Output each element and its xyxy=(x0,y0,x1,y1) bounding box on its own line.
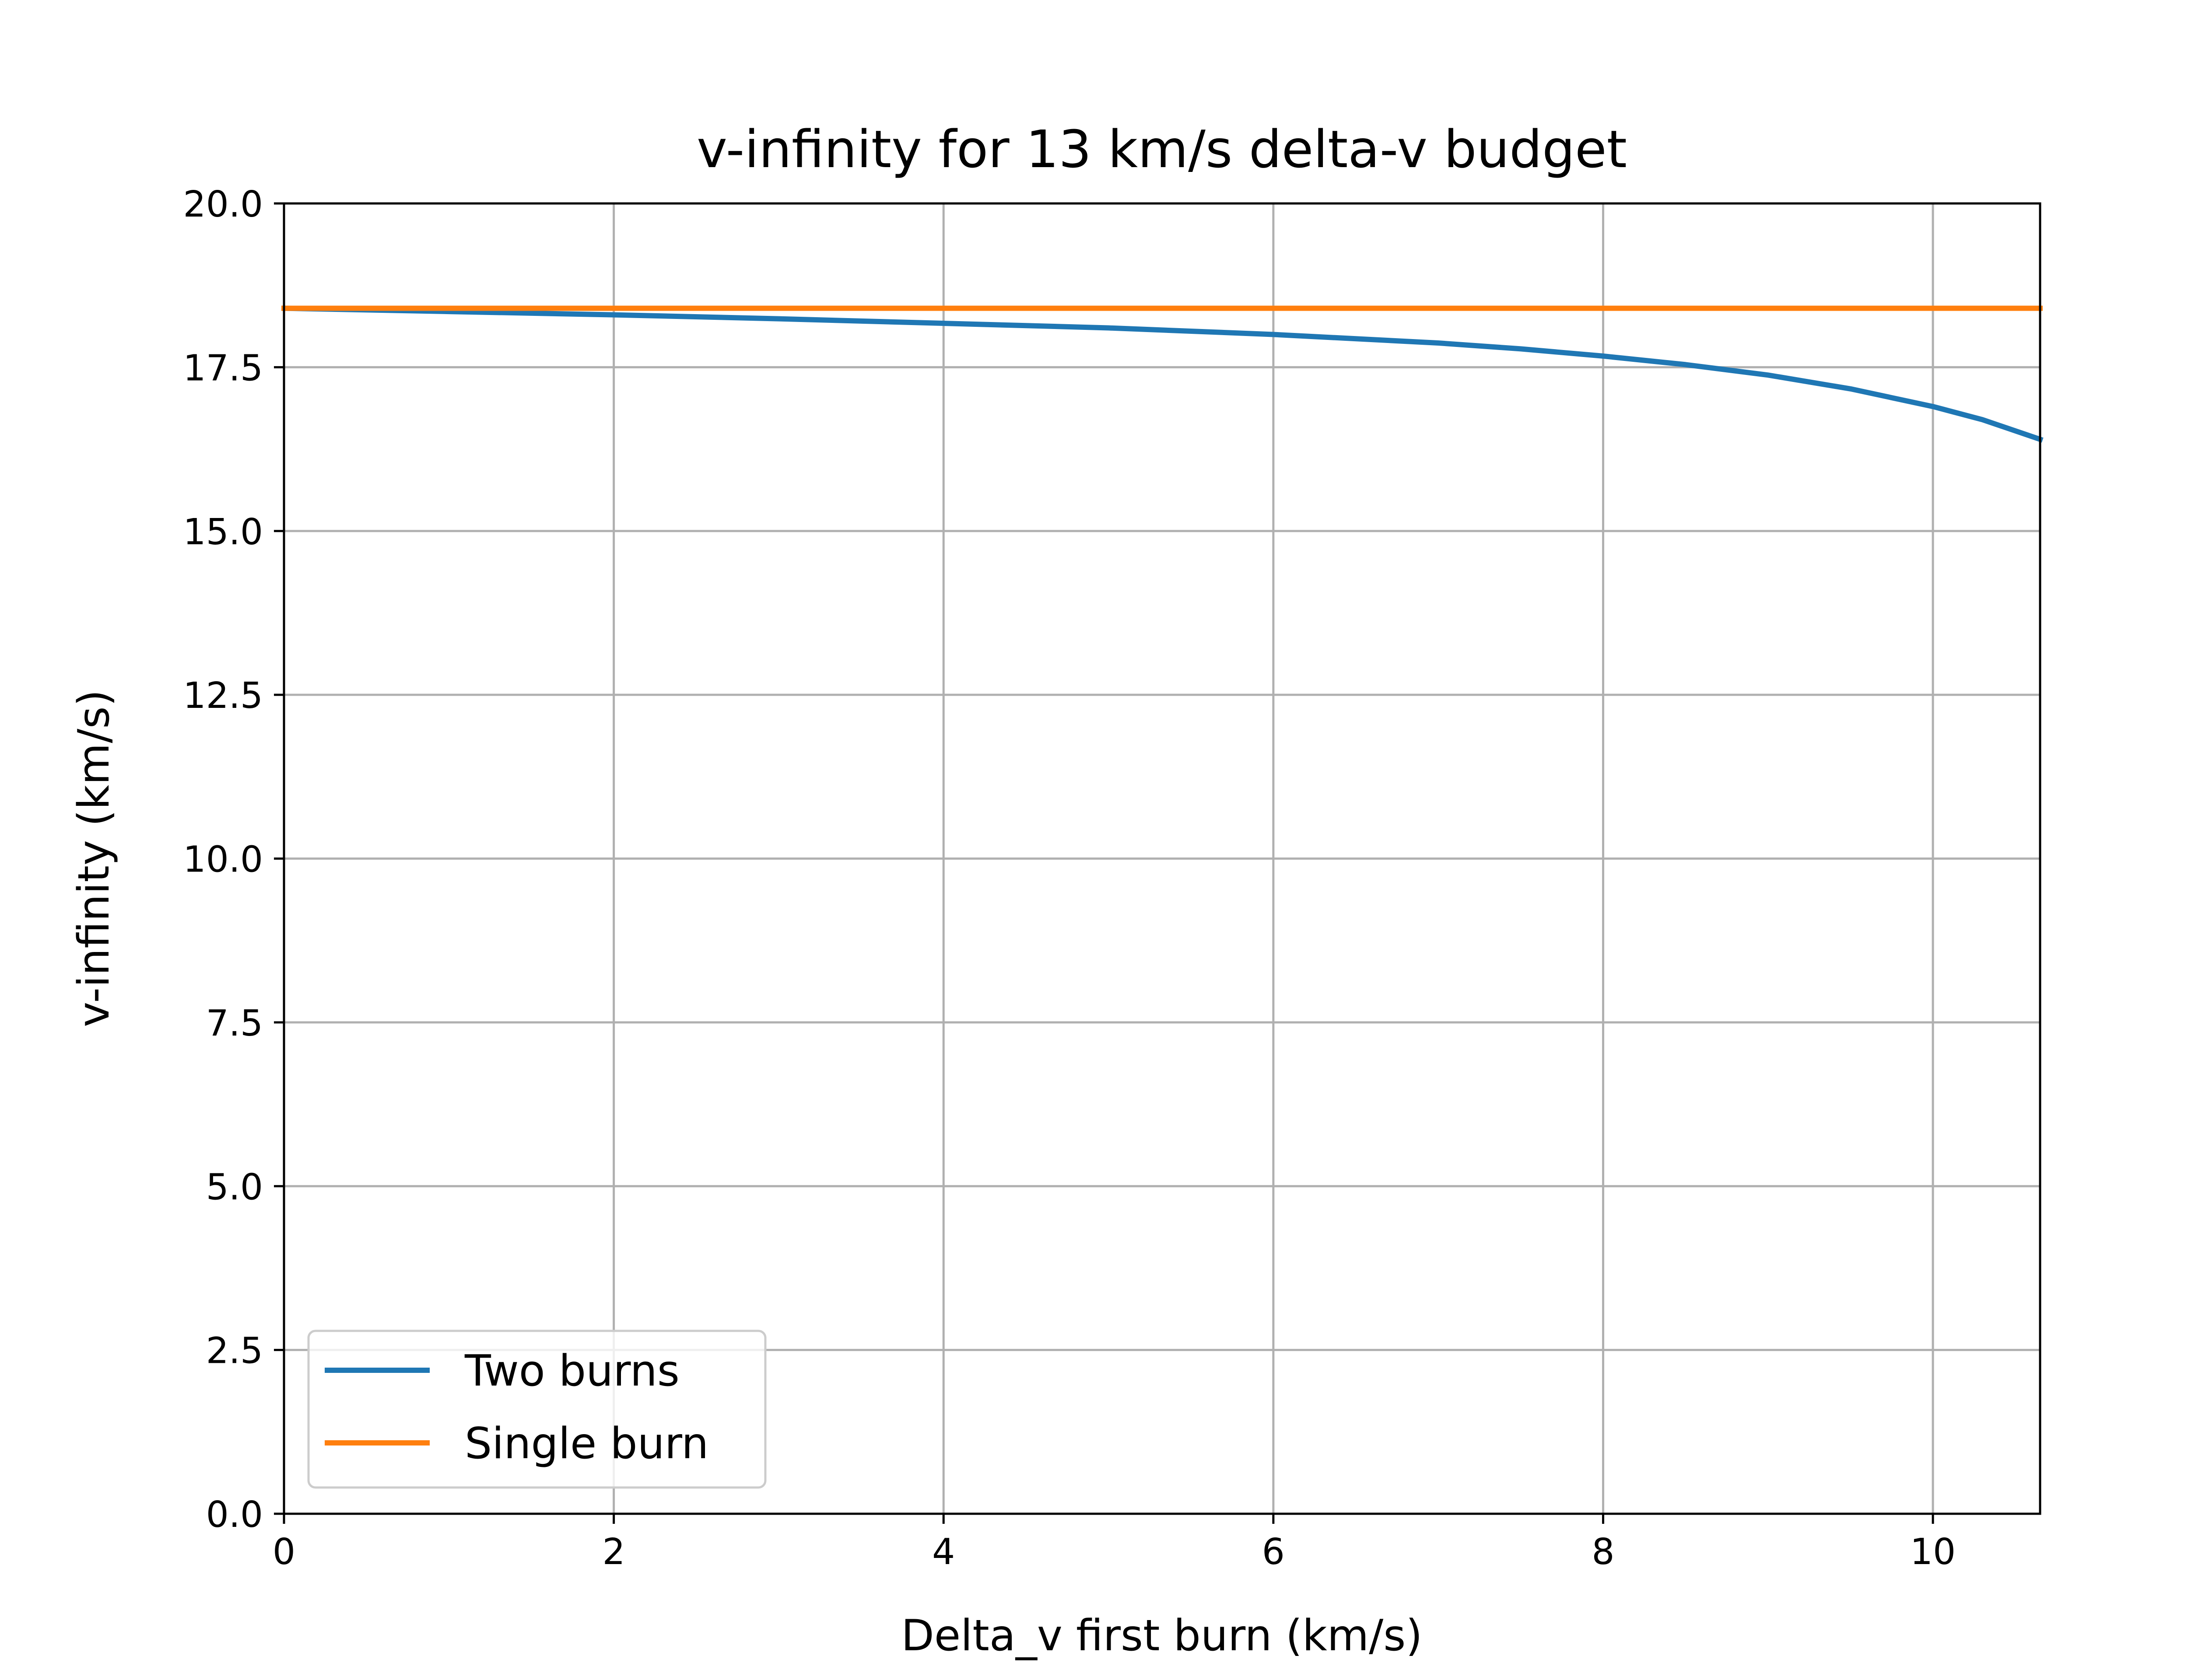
x-axis-label: Delta_v first burn (km/s) xyxy=(901,1611,1422,1661)
chart-title: v-infinity for 13 km/s delta-v budget xyxy=(697,119,1627,179)
y-axis-label: v-infinity (km/s) xyxy=(69,690,119,1027)
x-tick-label: 4 xyxy=(932,1531,955,1573)
x-tick-label: 2 xyxy=(603,1531,625,1573)
y-tick-label: 15.0 xyxy=(183,511,263,553)
y-tick-label: 17.5 xyxy=(183,347,263,389)
y-tick-label: 20.0 xyxy=(183,184,263,225)
legend: Two burns Single burn xyxy=(309,1331,765,1488)
x-tick-label: 10 xyxy=(1910,1531,1956,1573)
x-tick-label: 8 xyxy=(1592,1531,1614,1573)
legend-label-single-burn: Single burn xyxy=(465,1419,708,1469)
x-tick-label: 0 xyxy=(273,1531,295,1573)
x-tick-label: 6 xyxy=(1262,1531,1285,1573)
y-tick-label: 5.0 xyxy=(206,1166,263,1208)
y-tick-label: 7.5 xyxy=(206,1003,263,1044)
y-tick-label: 10.0 xyxy=(183,839,263,881)
y-tick-label: 0.0 xyxy=(206,1494,263,1536)
y-tick-label: 2.5 xyxy=(206,1330,263,1372)
legend-label-two-burns: Two burns xyxy=(464,1346,680,1396)
y-tick-label: 12.5 xyxy=(183,675,263,717)
